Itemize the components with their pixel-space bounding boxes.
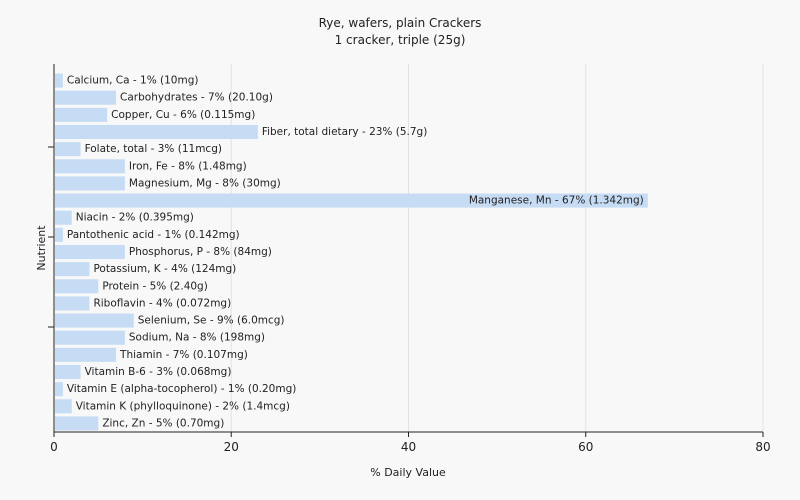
bar-label: Niacin - 2% (0.395mg) — [76, 212, 194, 224]
bar — [55, 73, 63, 88]
bar — [55, 279, 99, 294]
bar — [55, 244, 125, 260]
bar — [55, 347, 117, 362]
x-tick-label: 60 — [578, 440, 593, 454]
bar — [55, 330, 125, 345]
x-tick-label: 40 — [401, 440, 416, 454]
bar-label: Phosphorus, P - 8% (84mg) — [129, 246, 272, 258]
x-axis-label: % Daily Value — [370, 466, 446, 479]
bar — [55, 142, 81, 157]
bar-label: Protein - 5% (2.40g) — [102, 280, 208, 292]
bar — [55, 176, 125, 191]
chart-title: Rye, wafers, plain Crackers — [319, 16, 482, 30]
gridlines — [230, 64, 764, 432]
bar-label: Potassium, K - 4% (124mg) — [93, 263, 236, 275]
bar-label: Fiber, total dietary - 23% (5.7g) — [262, 126, 427, 138]
bar — [55, 296, 90, 311]
bar-label: Iron, Fe - 8% (1.48mg) — [129, 160, 247, 172]
bars — [55, 73, 648, 431]
bar — [55, 364, 81, 380]
bar — [55, 227, 63, 242]
bar-label: Magnesium, Mg - 8% (30mg) — [129, 177, 281, 189]
bar-labels: Calcium, Ca - 1% (10mg) Carbohydrates - 7… — [67, 75, 644, 430]
bar — [55, 90, 117, 105]
bar-label: Sodium, Na - 8% (198mg) — [129, 332, 265, 344]
chart-subtitle: 1 cracker, triple (25g) — [335, 33, 466, 47]
bar-label: Copper, Cu - 6% (0.115mg) — [111, 109, 255, 121]
x-tick-label: 0 — [50, 440, 58, 454]
bar — [55, 313, 134, 328]
bar-label: Thiamin - 7% (0.107mg) — [119, 349, 248, 361]
x-tick-label: 80 — [755, 440, 770, 454]
bar-label: Vitamin B-6 - 3% (0.068mg) — [85, 366, 232, 378]
bar-label: Manganese, Mn - 67% (1.342mg) — [469, 195, 644, 207]
bar — [55, 382, 63, 397]
bar — [55, 193, 648, 208]
axes: 0 20 40 60 80 — [48, 64, 771, 454]
bar-label: Folate, total - 3% (11mcg) — [85, 143, 222, 155]
y-axis-label: Nutrient — [35, 225, 48, 271]
bar-label: Zinc, Zn - 5% (0.70mg) — [102, 417, 224, 429]
bar-label: Calcium, Ca - 1% (10mg) — [67, 75, 199, 87]
bar-label: Carbohydrates - 7% (20.10g) — [120, 92, 273, 104]
bar — [55, 210, 72, 225]
bar-label: Selenium, Se - 9% (6.0mcg) — [138, 315, 285, 327]
bar — [55, 262, 90, 277]
bar-label: Riboflavin - 4% (0.072mg) — [93, 297, 231, 309]
x-tick-label: 20 — [224, 440, 239, 454]
bar-label: Vitamin K (phylloquinone) - 2% (1.4mcg) — [76, 400, 290, 412]
bar — [55, 124, 258, 140]
bar-label: Vitamin E (alpha-tocopherol) - 1% (0.20m… — [67, 383, 296, 395]
bar — [55, 399, 72, 414]
bar-label: Pantothenic acid - 1% (0.142mg) — [67, 229, 240, 241]
bar — [55, 107, 108, 122]
bar — [55, 416, 99, 431]
bar — [55, 159, 125, 174]
